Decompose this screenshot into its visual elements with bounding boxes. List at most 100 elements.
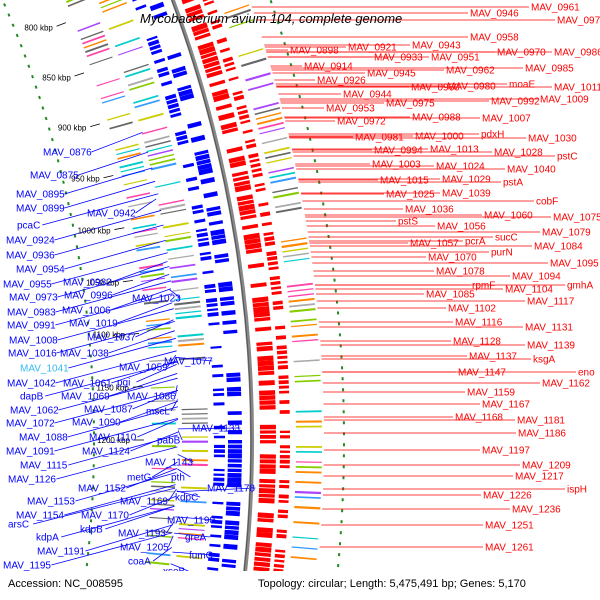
reverse-cds-mark [213,454,225,458]
feature-mark [295,445,322,448]
label-connector [151,461,178,478]
label-connector [177,427,241,430]
feature-mark [286,282,313,288]
gene-label: MAV_1029 [442,175,491,186]
feature-mark [146,327,171,331]
label-connector [54,390,178,424]
reverse-cds-mark [198,167,214,176]
reverse-cds-mark [227,420,242,425]
label-connector [54,418,179,452]
forward-cds-mark [247,262,265,269]
gene-label: MAV_1116 [455,318,503,329]
label-connector [75,472,177,502]
forward-cds-mark [216,37,228,45]
feature-mark [238,48,264,58]
feature-mark [67,0,86,7]
label-connector [120,400,178,423]
gene-label: MAV_1060 [484,211,533,222]
gene-label: MAV_0973 [9,293,58,304]
reverse-cds-mark [197,237,209,242]
feature-mark [291,546,318,550]
forward-cds-mark [244,238,261,245]
feature-mark [176,554,203,560]
forward-cds-mark [277,355,288,360]
gene-label: MAV_0991 [7,321,56,332]
feature-mark [295,425,322,428]
feature-mark [89,56,113,66]
gene-label: pstA [503,178,523,189]
gene-label: MAV_1236 [512,505,561,516]
label-connector [176,490,201,498]
reverse-cds-mark [153,11,168,20]
reverse-cds-mark [226,377,241,383]
feature-mark [128,201,152,208]
forward-cds-mark [279,465,290,469]
reverse-cds-mark [160,80,173,87]
reverse-cds-mark [227,444,242,449]
forward-cds-mark [248,152,259,159]
forward-cds-mark [244,138,256,144]
feature-mark [147,336,172,340]
gene-label: MAV_1153 [27,497,75,508]
label-connector [112,274,170,296]
forward-cds-mark [279,459,290,464]
forward-cds-mark [270,280,281,286]
scale-tick-label: 800 kbp [24,24,53,33]
footer-band [0,571,600,600]
feature-mark [151,481,176,484]
gene-label: MAV_0981 [355,133,404,144]
reverse-cds-mark [200,176,216,185]
reverse-cds-mark [212,388,225,392]
reverse-cds-mark [192,209,204,215]
gene-label: MAV_0994 [374,146,423,157]
feature-mark [171,277,198,283]
reverse-cds-mark [227,411,242,416]
feature-mark [181,463,208,467]
label-connector [64,167,153,195]
forward-cds-mark [257,512,274,519]
gene-label: MAV_0899 [16,204,65,215]
forward-cds-mark [215,103,233,111]
feature-mark [287,288,314,293]
reverse-cds-mark [146,35,158,42]
feature-mark [150,162,177,171]
reverse-cds-mark [167,52,182,61]
reverse-cds-mark [227,449,242,454]
forward-cds-mark [250,162,261,168]
forward-cds-mark [279,430,290,434]
forward-cds-mark [254,316,271,322]
gene-label: MAV_0944 [343,90,392,101]
scale-tick-label: 1150 kbp [96,383,129,392]
reverse-cds-mark [213,473,225,477]
feature-mark [154,181,181,188]
label-connector [54,210,162,241]
scale-tick-mark [122,279,133,283]
reverse-cds-mark [205,297,218,303]
forward-cds-mark [204,65,222,74]
reverse-cds-mark [213,482,225,486]
gene-label: MAV_1128 [453,337,501,348]
scale-tick-label: 1050 kbp [86,278,119,287]
reverse-cds-mark [150,48,163,56]
forward-cds-mark [259,468,276,475]
forward-cds-mark [279,450,290,453]
reverse-cds-mark [225,520,240,526]
reverse-cds-mark [194,218,206,224]
forward-cds-mark [249,158,260,163]
feature-mark [138,112,164,122]
gene-label: MAV_1003 [372,160,421,171]
gene-label: fumC [189,551,213,562]
gene-label: MAV_1195 [3,561,51,572]
feature-mark [245,72,271,82]
gene-label: MAV_1169 [120,497,168,508]
gene-label: greA [185,533,206,544]
feature-mark [151,399,176,403]
forward-cds-mark [278,380,289,385]
feature-mark [295,410,322,413]
forward-cds-mark [181,0,195,5]
feature-mark [143,299,168,305]
forward-cds-mark [277,360,288,364]
feature-mark [289,308,316,313]
gene-label: kdpB [80,525,103,536]
